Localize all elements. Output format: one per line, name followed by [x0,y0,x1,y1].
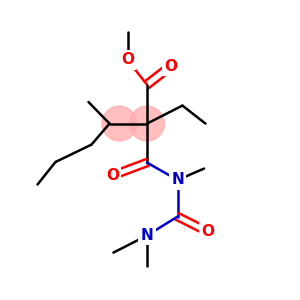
Text: O: O [201,224,214,239]
Text: O: O [164,58,178,74]
Circle shape [130,106,164,141]
Circle shape [102,106,137,141]
Text: O: O [106,168,119,183]
Text: N: N [171,172,184,188]
Text: N: N [141,228,153,243]
Text: O: O [121,52,134,68]
